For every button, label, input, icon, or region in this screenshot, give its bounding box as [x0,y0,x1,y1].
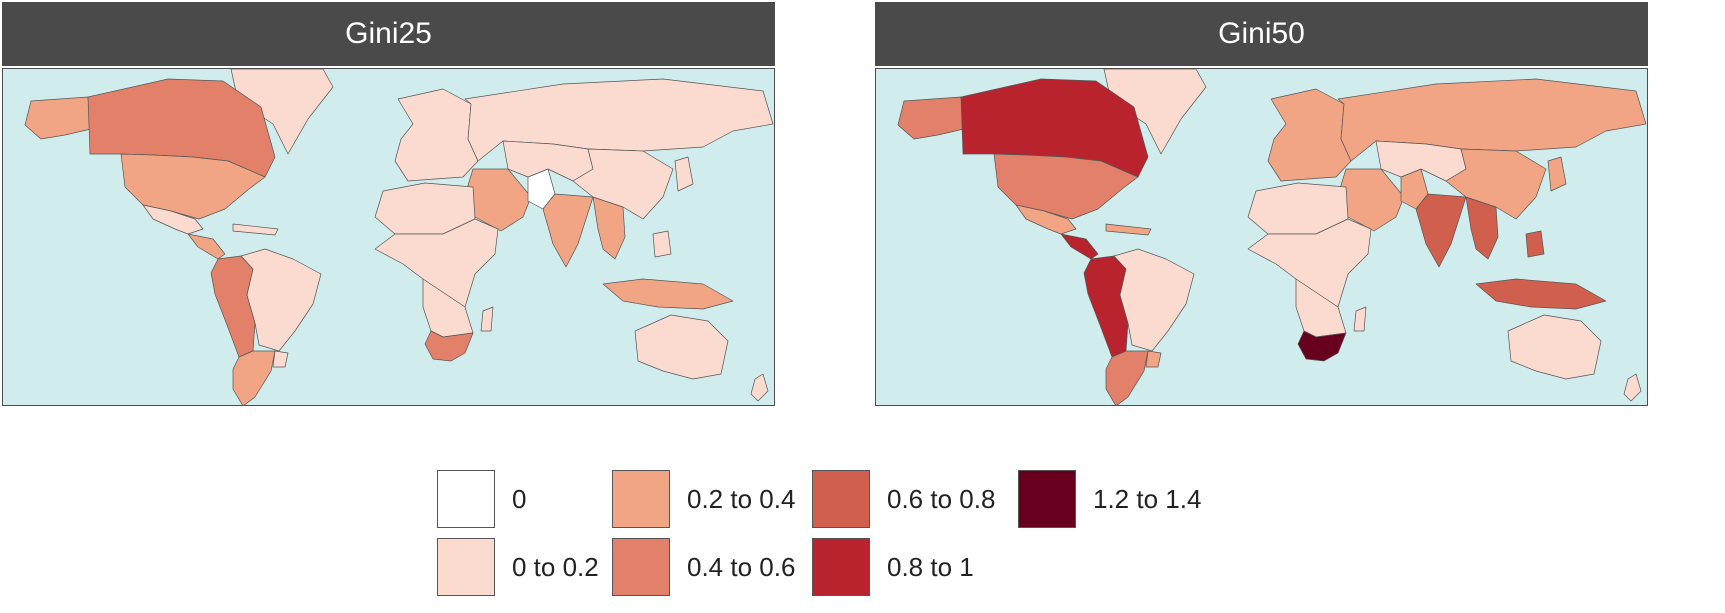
country-southern-cone [1105,350,1149,405]
world-map-gini25 [2,68,775,406]
map-panel-gini50: Gini50 [875,2,1648,406]
country-madagascar [480,306,494,332]
country-new-zealand [1623,373,1642,402]
legend-swatch-2 [612,470,670,528]
country-brazil [240,248,322,352]
map-legend: 0 0 to 0.2 0.2 to 0.4 0.4 to 0.6 0.6 to … [437,470,1337,610]
country-central-america [1060,233,1099,260]
country-australia [634,314,729,380]
legend-swatch-1 [437,538,495,596]
country-south-africa [1297,330,1347,362]
legend-swatch-3 [612,538,670,596]
legend-item-1: 0 to 0.2 [437,538,599,596]
legend-swatch-0 [437,470,495,528]
country-uruguay [272,350,289,368]
country-japan [674,156,694,192]
country-central-america [187,233,226,260]
country-sub-saharan-africa [1247,218,1372,310]
country-europe [394,88,479,182]
legend-label-4: 0.6 to 0.8 [887,483,996,514]
country-south-africa [424,330,474,362]
country-philippines [652,230,672,258]
country-china [1445,148,1547,220]
country-philippines [1525,230,1545,258]
country-india [1415,193,1467,268]
legend-label-0: 0 [512,483,527,514]
legend-swatch-4 [812,470,870,528]
country-caribbean [1105,223,1152,236]
legend-label-6: 1.2 to 1.4 [1093,483,1202,514]
legend-label-5: 0.8 to 1 [887,551,974,582]
country-brazil [1113,248,1195,352]
legend-item-0: 0 [437,470,526,528]
country-southern-cone [232,350,276,405]
country-indonesia [1475,278,1607,310]
legend-item-6: 1.2 to 1.4 [1018,470,1201,528]
country-mexico [142,204,204,235]
country-usa [120,153,266,220]
country-uruguay [1145,350,1162,368]
legend-item-2: 0.2 to 0.4 [612,470,795,528]
country-usa [993,153,1139,220]
country-sub-saharan-africa [374,218,499,310]
country-china [572,148,674,220]
legend-swatch-5 [812,538,870,596]
panel-title-gini25: Gini25 [2,2,775,66]
legend-item-5: 0.8 to 1 [812,538,974,596]
legend-label-1: 0 to 0.2 [512,551,599,582]
country-indonesia [602,278,734,310]
country-mexico [1015,204,1077,235]
country-new-zealand [750,373,769,402]
country-india [542,193,594,268]
country-madagascar [1353,306,1367,332]
world-map-gini50 [875,68,1648,406]
legend-label-3: 0.4 to 0.6 [687,551,796,582]
legend-item-4: 0.6 to 0.8 [812,470,995,528]
legend-swatch-6 [1018,470,1076,528]
country-japan [1547,156,1567,192]
country-australia [1507,314,1602,380]
country-europe [1267,88,1352,182]
panel-title-gini50: Gini50 [875,2,1648,66]
legend-label-2: 0.2 to 0.4 [687,483,796,514]
map-panel-gini25: Gini25 [2,2,775,406]
legend-item-3: 0.4 to 0.6 [612,538,795,596]
country-caribbean [232,223,279,236]
